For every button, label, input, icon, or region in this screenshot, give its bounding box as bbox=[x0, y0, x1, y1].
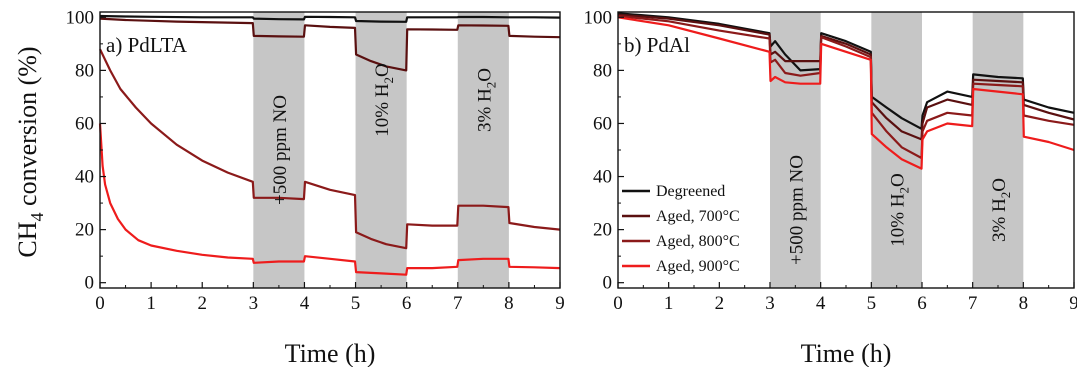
y-axis-title: CH4 conversion (%) bbox=[13, 46, 47, 257]
y-tick-label: 100 bbox=[584, 7, 613, 28]
series-line-0 bbox=[617, 12, 1075, 130]
x-tick-label: 5 bbox=[867, 293, 877, 314]
panel-a-pdlta: +500 ppm NO 10% H2O 3% H2O 0 1 2 3 4 5 6 7 8 9 0 20 40 6… bbox=[66, 7, 565, 367]
series-line-1 bbox=[617, 13, 1075, 141]
x-tick-label: 7 bbox=[968, 293, 978, 314]
legend-entry: Degreened bbox=[656, 183, 725, 200]
shaded-region bbox=[457, 12, 509, 288]
x-axis-title: Time (h) bbox=[801, 339, 892, 367]
y-tick-label: 20 bbox=[75, 220, 94, 241]
y-tick-label: 40 bbox=[593, 167, 612, 188]
x-tick-label: 1 bbox=[664, 293, 674, 314]
x-tick-label: 6 bbox=[917, 293, 927, 314]
panel-label: b) PdAl bbox=[624, 33, 690, 57]
shaded-region-label: +500 ppm NO bbox=[270, 95, 291, 205]
shaded-region-label: 10% H2O bbox=[372, 63, 396, 137]
y-tick-label: 0 bbox=[85, 273, 95, 294]
shaded-region bbox=[770, 12, 821, 288]
series-line-2 bbox=[617, 14, 1075, 160]
x-tick-label: 4 bbox=[816, 293, 826, 314]
legend-entry: Aged, 700°C bbox=[656, 208, 740, 225]
x-tick-label: 0 bbox=[613, 293, 623, 314]
series-line-3 bbox=[617, 16, 1075, 170]
x-axis-title: Time (h) bbox=[285, 339, 376, 367]
y-tick-label: 40 bbox=[75, 167, 94, 188]
y-tick-label: 20 bbox=[593, 220, 612, 241]
panel-b-pdal: +500 ppm NO 10% H2O 3% H2O 0 1 2 3 4 5 6 7 8 9 0 20 40 6… bbox=[584, 7, 1077, 367]
x-tick-label: 4 bbox=[300, 293, 310, 314]
series-line-2 bbox=[99, 48, 561, 250]
x-tick-label: 9 bbox=[1069, 293, 1077, 314]
series-line-3 bbox=[98, 123, 561, 276]
x-tick-label: 9 bbox=[555, 293, 565, 314]
x-tick-label: 8 bbox=[1019, 293, 1029, 314]
y-tick-label: 80 bbox=[593, 60, 612, 81]
y-tick-label: 0 bbox=[603, 273, 613, 294]
x-tick-label: 3 bbox=[765, 293, 775, 314]
x-tick-label: 2 bbox=[197, 293, 207, 314]
shaded-region-label: 3% H2O bbox=[474, 68, 498, 132]
x-tick-label: 6 bbox=[402, 293, 412, 314]
shaded-region bbox=[871, 12, 922, 288]
shaded-region-label: 3% H2O bbox=[989, 178, 1013, 242]
x-tick-label: 0 bbox=[95, 293, 105, 314]
legend-entry: Aged, 800°C bbox=[656, 233, 740, 250]
y-tick-label: 100 bbox=[66, 7, 95, 28]
panel-label: a) PdLTA bbox=[106, 33, 188, 57]
y-tick-label: 80 bbox=[75, 60, 94, 81]
shaded-region-label: 10% H2O bbox=[888, 173, 912, 247]
shaded-region-label: +500 ppm NO bbox=[786, 155, 807, 265]
legend-entry: Aged, 900°C bbox=[656, 258, 740, 275]
series-line-0 bbox=[99, 14, 561, 23]
x-tick-label: 2 bbox=[715, 293, 725, 314]
x-tick-label: 1 bbox=[146, 293, 156, 314]
shaded-region bbox=[253, 12, 305, 288]
y-tick-label: 60 bbox=[75, 113, 94, 134]
x-tick-label: 3 bbox=[249, 293, 259, 314]
x-tick-label: 5 bbox=[351, 293, 361, 314]
x-tick-label: 8 bbox=[504, 293, 514, 314]
y-tick-label: 60 bbox=[593, 113, 612, 134]
x-tick-label: 7 bbox=[453, 293, 463, 314]
series-line-1 bbox=[99, 17, 561, 72]
shaded-region bbox=[972, 12, 1024, 288]
